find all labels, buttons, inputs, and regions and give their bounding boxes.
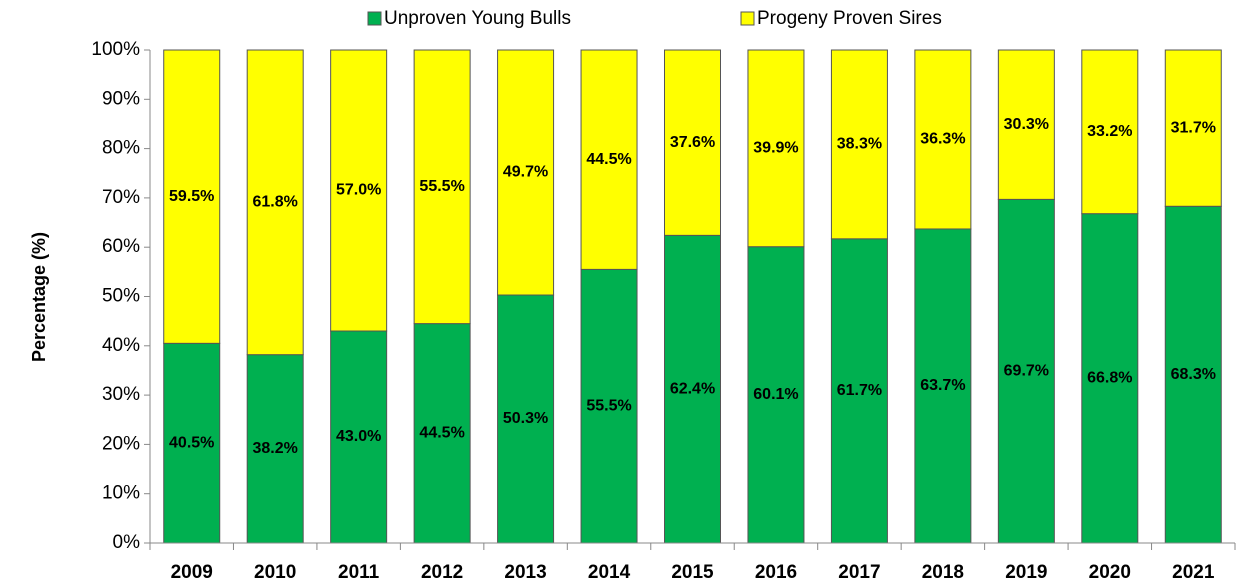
bar-segment — [830, 49, 888, 240]
bar-segment — [413, 49, 471, 325]
y-tick-label: 100% — [91, 39, 140, 60]
x-tick-label: 2014 — [588, 562, 631, 583]
bar-segment — [580, 49, 638, 270]
value-label: 55.5% — [419, 178, 464, 195]
x-tick-label: 2009 — [171, 562, 213, 583]
bar-segment — [1164, 49, 1222, 207]
value-label: 44.5% — [419, 425, 464, 442]
bar-segment — [580, 268, 638, 544]
bar-segment — [914, 49, 972, 230]
bar-segment — [664, 234, 721, 544]
y-axis-title: Percentage (%) — [29, 232, 49, 362]
bar-segment — [1081, 213, 1139, 544]
y-tick-label: 90% — [102, 88, 140, 109]
x-tick-label: 2020 — [1089, 562, 1131, 583]
bar-segment — [497, 49, 555, 296]
x-tick-label: 2012 — [421, 562, 463, 583]
y-tick-label: 30% — [102, 384, 140, 405]
value-label: 62.4% — [670, 380, 715, 397]
legend-label: Progeny Proven Sires — [757, 8, 942, 29]
value-label: 44.5% — [586, 151, 631, 168]
y-tick-label: 60% — [102, 236, 140, 257]
value-label: 31.7% — [1171, 119, 1216, 136]
y-tick-label: 40% — [102, 335, 140, 356]
value-label: 50.3% — [503, 410, 548, 427]
bar-segment — [1081, 49, 1139, 215]
y-tick-label: 0% — [113, 532, 141, 553]
value-label: 60.1% — [753, 386, 798, 403]
value-label: 55.5% — [586, 397, 631, 414]
x-tick-label: 2011 — [338, 562, 380, 583]
value-label: 57.0% — [336, 182, 381, 199]
bar-segment — [246, 49, 304, 356]
y-tick-label: 10% — [102, 483, 140, 504]
bar-segment — [664, 49, 721, 236]
bar-segment — [747, 246, 805, 544]
legend-swatch — [367, 11, 382, 26]
bar-segment — [246, 354, 304, 544]
value-label: 38.3% — [837, 136, 882, 153]
bar-segment — [163, 342, 221, 544]
value-label: 40.5% — [169, 434, 214, 451]
bar-segment — [914, 228, 972, 544]
bar-segment — [830, 238, 888, 544]
value-label: 63.7% — [920, 377, 965, 394]
value-label: 33.2% — [1087, 123, 1132, 140]
x-tick-label: 2018 — [922, 562, 964, 583]
value-label: 49.7% — [503, 164, 548, 181]
x-tick-label: 2016 — [755, 562, 797, 583]
value-label: 43.0% — [336, 428, 381, 445]
bar-segment — [330, 330, 388, 544]
x-tick-label: 2013 — [504, 562, 546, 583]
value-label: 59.5% — [169, 188, 214, 205]
value-label: 39.9% — [753, 140, 798, 157]
legend-label: Unproven Young Bulls — [384, 8, 571, 29]
x-tick-label: 2010 — [254, 562, 296, 583]
y-tick-label: 20% — [102, 433, 140, 454]
x-tick-label: 2015 — [671, 562, 714, 583]
y-tick-label: 70% — [102, 187, 140, 208]
legend-swatch — [740, 11, 755, 26]
x-tick-label: 2021 — [1172, 562, 1215, 583]
y-tick-label: 50% — [102, 286, 140, 307]
x-tick-label: 2019 — [1005, 562, 1047, 583]
value-label: 68.3% — [1171, 366, 1216, 383]
value-label: 61.7% — [837, 382, 882, 399]
value-label: 38.2% — [253, 440, 298, 457]
bar-segment — [163, 49, 221, 344]
value-label: 30.3% — [1004, 116, 1049, 133]
bar-segment — [747, 49, 805, 248]
x-tick-label: 2017 — [838, 562, 880, 583]
value-label: 37.6% — [670, 134, 715, 151]
value-label: 66.8% — [1087, 370, 1132, 387]
bar-segment — [413, 323, 471, 544]
bar-segment — [997, 49, 1055, 200]
bar-segment — [330, 49, 388, 332]
value-label: 61.8% — [253, 194, 298, 211]
bar-segment — [497, 294, 555, 544]
bar-segment — [997, 198, 1055, 544]
value-label: 69.7% — [1004, 362, 1049, 379]
y-tick-label: 80% — [102, 138, 140, 159]
value-label: 36.3% — [920, 131, 965, 148]
